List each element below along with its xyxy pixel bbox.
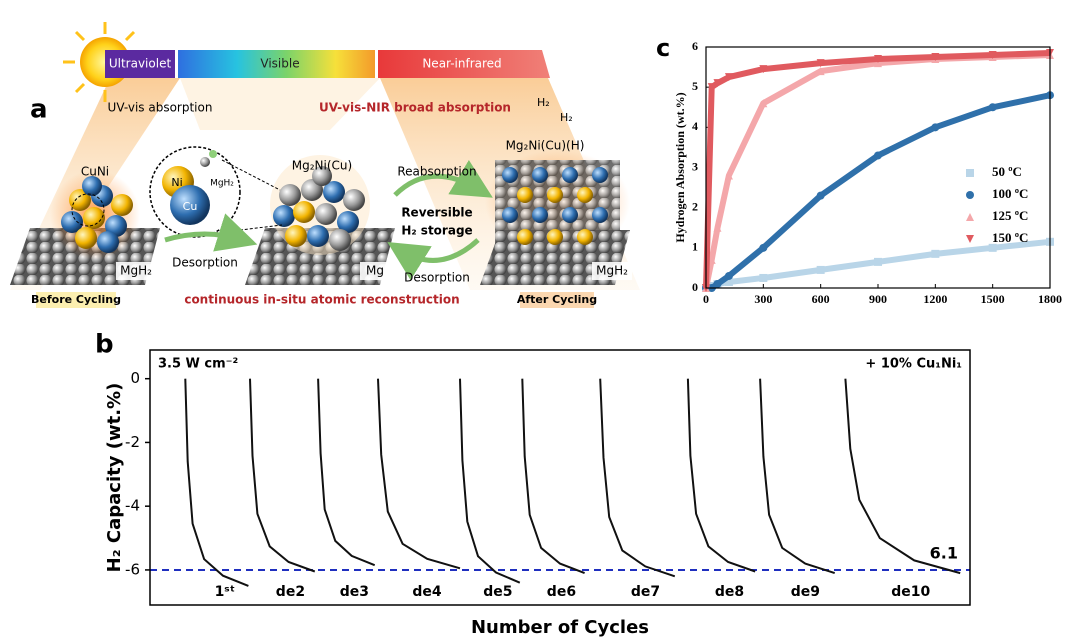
data-line — [250, 379, 315, 572]
cycle-label: de7 — [631, 584, 660, 600]
marker — [817, 192, 825, 200]
schematic: a Ultraviolet Visible Near-infrared UV-v… — [10, 22, 640, 308]
y-tick-label: 5 — [692, 79, 698, 93]
caption: UV-vis-NIR broad absorption — [319, 101, 511, 115]
marker — [931, 250, 939, 258]
annotation: 6.1 — [930, 543, 958, 562]
y-tick-label: 2 — [692, 199, 698, 213]
substrate-label: MgH₂ — [596, 264, 628, 278]
y-tick-label: 0 — [130, 369, 140, 387]
y-tick-label: -4 — [125, 497, 140, 515]
stage-label: continuous in-situ atomic reconstruction — [184, 293, 459, 307]
marker — [725, 272, 733, 280]
marker — [759, 274, 767, 282]
phase-label: Mg₂Ni(Cu) — [292, 159, 352, 173]
cycle-label: de9 — [791, 584, 820, 600]
legend-label: 150 ºC — [992, 230, 1028, 245]
band-label: Visible — [260, 57, 299, 71]
data-line — [318, 379, 375, 566]
data-line — [600, 379, 675, 577]
marker — [989, 103, 997, 111]
h2-label: H₂ — [537, 96, 550, 109]
atom-label: MgH₂ — [210, 179, 234, 189]
x-tick-label: 1500 — [981, 292, 1005, 306]
substrate-label: Mg — [366, 264, 384, 278]
marker — [989, 244, 997, 252]
cycle-label: de6 — [547, 584, 576, 600]
legend-label: 100 ºC — [992, 186, 1028, 201]
data-line — [522, 379, 584, 573]
y-tick-label: 4 — [692, 119, 698, 133]
marker — [759, 244, 767, 252]
data-line — [688, 379, 755, 572]
y-axis-label: Hydrogen Absorption (wt.%) — [673, 92, 687, 242]
marker — [874, 151, 882, 159]
y-tick-label: -2 — [125, 433, 140, 451]
data-line — [760, 379, 835, 573]
process-label: Reabsorption — [397, 165, 476, 179]
panel-label: c — [656, 34, 670, 62]
marker — [931, 123, 939, 131]
panel-label: a — [30, 95, 48, 125]
process-label: Desorption — [404, 271, 470, 285]
x-tick-label: 0 — [703, 292, 709, 306]
annotation: 3.5 W cm⁻² — [158, 357, 238, 372]
desorption-arrow — [165, 234, 243, 240]
band-label: Near-infrared — [422, 57, 501, 71]
atom-label: Ni — [171, 176, 182, 189]
marker — [874, 258, 882, 266]
marker — [817, 266, 825, 274]
substrate-label: MgH₂ — [120, 264, 152, 278]
cycle-label: de10 — [891, 584, 930, 600]
marker — [713, 280, 721, 288]
phase-label: CuNi — [81, 165, 109, 179]
process-label: Desorption — [172, 256, 238, 270]
x-tick-label: 900 — [869, 292, 887, 306]
y-axis-label: H₂ Capacity (wt.%) — [104, 383, 125, 573]
data-line — [460, 379, 520, 583]
x-tick-label: 600 — [812, 292, 830, 306]
cycle-label: de3 — [340, 584, 369, 600]
h-atom — [209, 150, 217, 158]
legend-label: 50 ºC — [992, 164, 1022, 179]
after-lattice — [495, 160, 620, 255]
y-tick-label: 6 — [692, 39, 698, 53]
x-tick-label: 1800 — [1038, 292, 1062, 306]
annotation: + 10% Cu₁Ni₁ — [865, 357, 962, 372]
process-label: Reversible — [401, 206, 472, 220]
cycle-label: de4 — [412, 584, 442, 600]
legend-marker — [966, 191, 974, 199]
mgh2-molecule — [200, 157, 210, 167]
cycle-label: de8 — [715, 584, 744, 600]
x-axis-label: Number of Cycles — [471, 617, 649, 638]
caption: UV-vis absorption — [108, 101, 213, 115]
y-tick-label: 1 — [692, 240, 698, 254]
legend-marker — [966, 169, 974, 177]
page: {"schematic": { "label": "a", "spectrum"… — [0, 0, 1069, 640]
phase-label: Mg₂Ni(Cu)(H) — [506, 139, 585, 153]
band-label: Ultraviolet — [109, 57, 172, 71]
legend-label: 125 ºC — [992, 208, 1028, 223]
legend-marker — [966, 235, 974, 243]
cycle-label: 1ˢᵗ — [215, 584, 236, 600]
data-line — [378, 379, 460, 569]
cycle-label: de5 — [483, 584, 512, 600]
stage-label: After Cycling — [517, 293, 597, 306]
panel-label: b — [95, 330, 114, 360]
data-line — [185, 379, 248, 586]
cycle-label: de2 — [276, 584, 305, 600]
process-label: H₂ storage — [401, 224, 472, 238]
figure: a Ultraviolet Visible Near-infrared UV-v… — [0, 0, 1069, 640]
y-tick-label: -6 — [125, 560, 140, 578]
y-tick-label: 0 — [692, 280, 698, 294]
stage-label: Before Cycling — [31, 293, 121, 306]
atom-label: Cu — [183, 200, 198, 213]
h2-label: H₂ — [560, 111, 573, 124]
legend-marker — [966, 213, 974, 221]
x-tick-label: 1200 — [923, 292, 947, 306]
x-tick-label: 300 — [754, 292, 772, 306]
y-tick-label: 3 — [692, 159, 698, 173]
